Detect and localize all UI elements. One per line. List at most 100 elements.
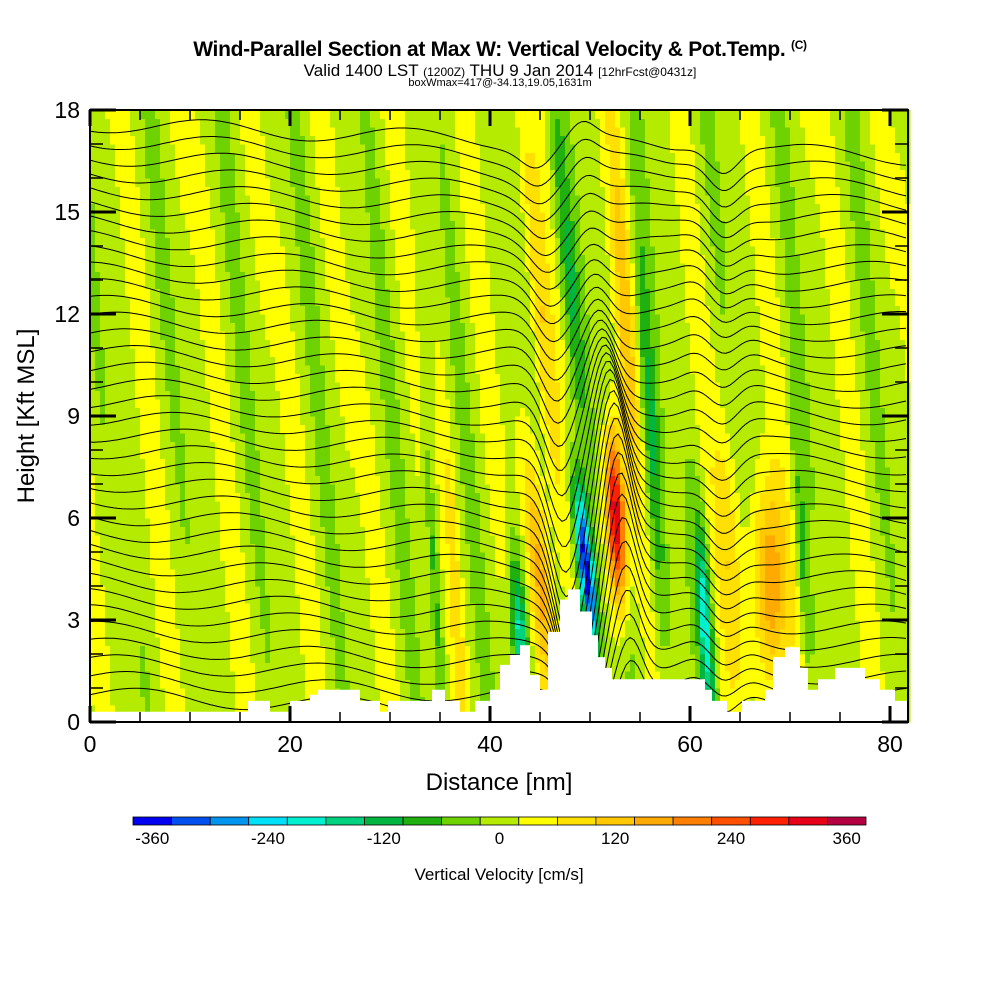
w-cell: [410, 679, 416, 689]
w-cell: [270, 424, 276, 434]
w-cell: [355, 450, 361, 460]
w-cell: [190, 433, 196, 443]
w-cell: [390, 169, 396, 179]
w-cell: [270, 433, 276, 443]
w-cell: [410, 399, 416, 409]
w-cell: [420, 637, 426, 647]
w-cell: [420, 382, 426, 392]
w-cell: [185, 263, 191, 273]
w-cell: [255, 254, 261, 264]
w-cell: [140, 637, 146, 647]
w-cell: [345, 161, 351, 171]
w-cell: [405, 509, 411, 519]
w-cell: [160, 110, 166, 120]
w-cell: [430, 620, 436, 630]
w-cell: [290, 297, 296, 307]
w-cell: [315, 229, 321, 239]
w-cell: [310, 543, 316, 553]
w-cell: [400, 509, 406, 519]
w-cell: [295, 220, 301, 230]
w-cell: [185, 518, 191, 528]
w-cell: [390, 399, 396, 409]
w-cell: [330, 365, 336, 375]
w-cell: [170, 433, 176, 443]
w-cell: [315, 203, 321, 213]
w-cell: [195, 416, 201, 426]
w-cell: [270, 586, 276, 596]
w-cell: [150, 373, 156, 383]
w-cell: [170, 186, 176, 196]
w-cell: [270, 118, 276, 128]
w-cell: [340, 365, 346, 375]
w-cell: [340, 577, 346, 587]
w-cell: [95, 620, 101, 630]
w-cell: [185, 509, 191, 519]
w-cell: [240, 433, 246, 443]
w-cell: [160, 254, 166, 264]
w-cell: [430, 314, 436, 324]
w-cell: [165, 263, 171, 273]
w-cell: [190, 535, 196, 545]
w-cell: [195, 518, 201, 528]
w-cell: [260, 424, 266, 434]
w-cell: [210, 696, 216, 706]
w-cell: [170, 254, 176, 264]
w-cell: [220, 577, 226, 587]
w-cell: [365, 637, 371, 647]
w-cell: [310, 348, 316, 358]
w-cell: [135, 271, 141, 281]
w-cell: [360, 637, 366, 647]
w-cell: [305, 271, 311, 281]
w-cell: [295, 501, 301, 511]
w-cell: [400, 603, 406, 613]
w-cell: [200, 671, 206, 681]
w-cell: [135, 288, 141, 298]
w-cell: [355, 424, 361, 434]
w-cell: [300, 322, 306, 332]
w-cell: [140, 484, 146, 494]
w-cell: [140, 280, 146, 290]
w-cell: [380, 594, 386, 604]
w-cell: [100, 594, 106, 604]
w-cell: [400, 322, 406, 332]
w-cell: [120, 603, 126, 613]
w-cell: [265, 662, 271, 672]
w-cell: [275, 560, 281, 570]
w-cell: [100, 365, 106, 375]
w-cell: [250, 654, 256, 664]
w-cell: [290, 271, 296, 281]
w-cell: [400, 518, 406, 528]
w-cell: [315, 492, 321, 502]
w-cell: [135, 662, 141, 672]
w-cell: [195, 484, 201, 494]
w-cell: [345, 118, 351, 128]
w-cell: [280, 628, 286, 638]
w-cell: [325, 569, 331, 579]
w-cell: [215, 127, 221, 137]
w-cell: [275, 297, 281, 307]
w-cell: [410, 475, 416, 485]
w-cell: [215, 254, 221, 264]
w-cell: [210, 679, 216, 689]
w-cell: [420, 127, 426, 137]
w-cell: [400, 118, 406, 128]
w-cell: [365, 688, 371, 698]
w-cell: [340, 237, 346, 247]
w-cell: [100, 526, 106, 536]
w-cell: [385, 237, 391, 247]
w-cell: [165, 645, 171, 655]
w-cell: [250, 492, 256, 502]
w-cell: [280, 484, 286, 494]
w-cell: [435, 586, 441, 596]
w-cell: [155, 662, 161, 672]
w-cell: [215, 356, 221, 366]
w-cell: [110, 314, 116, 324]
w-cell: [385, 552, 391, 562]
w-cell: [95, 603, 101, 613]
w-cell: [125, 492, 131, 502]
w-cell: [125, 288, 131, 298]
w-cell: [365, 518, 371, 528]
w-cell: [235, 569, 241, 579]
w-cell: [115, 569, 121, 579]
w-cell: [185, 696, 191, 706]
